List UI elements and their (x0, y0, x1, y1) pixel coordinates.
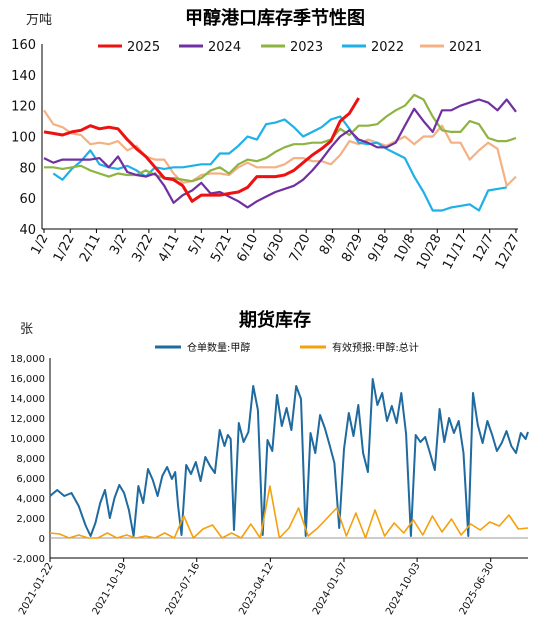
chart2-x-tick: 2023-04-12 (237, 561, 276, 617)
chart1-title: 甲醇港口库存季节性图 (185, 7, 365, 29)
chart1-x-tick: 5/1 (186, 232, 209, 258)
chart1-legend-label: 2024 (208, 40, 241, 55)
chart2-y-tick: 18,000 (10, 354, 45, 365)
chart2-y-tick: 6,000 (16, 474, 45, 485)
chart2-x-tick: 2024-10-03 (384, 561, 423, 617)
chart1-x-tick: 1/22 (51, 232, 78, 265)
chart1-x-tick: 11/17 (440, 232, 471, 272)
chart1-y-tick: 120 (11, 100, 36, 115)
chart1-x-tick: 7/20 (287, 232, 314, 265)
chart2-x-tick: 2024-01-07 (311, 561, 350, 617)
chart2-y-tick: 0 (39, 534, 45, 545)
chart2-unit-label: 张 (20, 322, 33, 337)
chart1-series-2022 (52, 115, 507, 212)
chart1-series-2024 (43, 98, 517, 209)
chart1-x-tick: 3/22 (129, 232, 156, 265)
chart2-x-tick: 2025-06-30 (458, 561, 497, 617)
chart2-y-tick: -2,000 (13, 554, 45, 565)
chart2-y-tick: 14,000 (10, 394, 45, 405)
chart2-series-yubao (49, 485, 529, 539)
chart1-x-tick: 8/29 (339, 232, 366, 265)
chart2-y-tick: 12,000 (10, 414, 45, 425)
chart1-y-tick: 100 (11, 131, 36, 146)
chart2-x-tick: 2021-10-19 (91, 561, 130, 617)
chart2-legend-label: 有效预报:甲醇:总计 (332, 341, 419, 354)
chart2-series-cangdan (49, 378, 529, 537)
chart2-legend-label: 仓单数量:甲醇 (187, 341, 250, 354)
chart1-x-tick: 12/27 (493, 232, 524, 272)
chart1-x-tick: 5/21 (208, 232, 235, 265)
chart1-x-tick: 8/9 (317, 232, 340, 258)
chart1-series-2021 (43, 109, 517, 187)
chart1-y-tick: 60 (19, 192, 36, 207)
chart1-series-2025 (43, 97, 360, 203)
chart1-legend-label: 2023 (290, 40, 323, 55)
chart2-y-tick: 10,000 (10, 434, 45, 445)
chart1-y-tick: 80 (19, 161, 36, 176)
chart1-x-tick: 12/7 (470, 232, 497, 265)
chart1-legend-label: 2022 (371, 40, 404, 55)
chart1-x-tick: 9/18 (365, 232, 392, 265)
chart1-x-tick: 6/10 (234, 232, 261, 265)
chart1-y-tick: 140 (11, 69, 36, 84)
chart1-x-tick: 3/2 (107, 232, 130, 258)
chart1-y-tick: 160 (11, 38, 36, 53)
chart1-x-tick: 10/8 (392, 232, 419, 265)
chart2-x-tick: 2022-07-16 (164, 561, 203, 617)
chart2-y-tick: 8,000 (16, 454, 45, 465)
chart2-y-tick: 2,000 (16, 514, 45, 525)
chart2-y-tick: 16,000 (10, 374, 45, 385)
chart2-title: 期货库存 (239, 309, 311, 331)
chart1-y-tick: 40 (19, 223, 36, 238)
chart1-x-tick: 4/11 (156, 232, 183, 265)
chart2-y-tick: 4,000 (16, 494, 45, 505)
chart1-legend-label: 2021 (449, 40, 482, 55)
chart1-x-tick: 6/30 (261, 232, 288, 265)
chart1-x-tick: 2/11 (77, 232, 104, 265)
chart1-unit-label: 万吨 (26, 13, 52, 28)
chart2-x-tick: 2021-01-22 (17, 561, 56, 617)
chart1-legend-label: 2025 (127, 40, 160, 55)
